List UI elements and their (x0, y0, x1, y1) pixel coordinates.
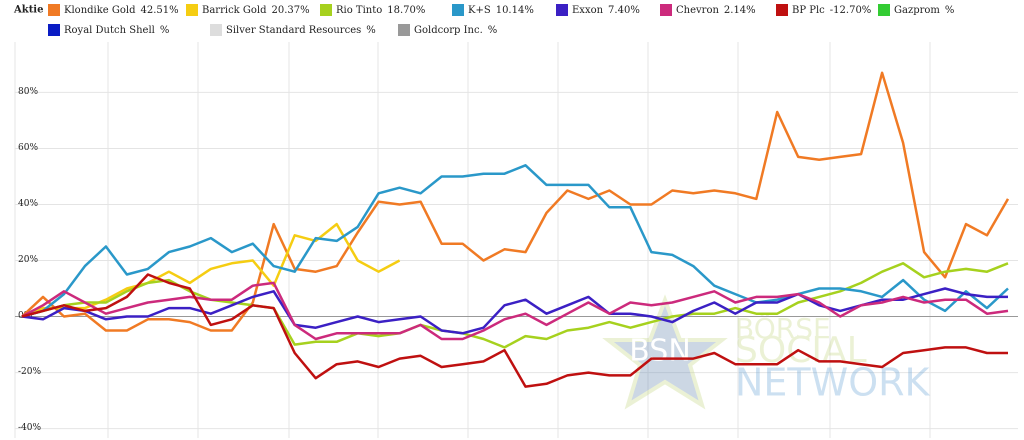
legend-item: Rio Tinto 18.70% (320, 4, 425, 16)
legend-swatch (48, 24, 60, 36)
legend-item: BP Plc -12.70% (776, 4, 871, 16)
legend-name: Chevron (676, 5, 719, 16)
legend-label: Silver Standard Resources% (226, 25, 376, 36)
legend-value: % (160, 25, 170, 36)
legend-value: 18.70% (387, 5, 425, 16)
legend-label: Goldcorp Inc.% (414, 25, 497, 36)
legend-item: Goldcorp Inc.% (398, 24, 497, 36)
watermark-logo: BSN (629, 334, 691, 369)
legend-value: % (945, 5, 955, 16)
series-line (21, 71, 1010, 332)
legend-swatch (186, 4, 198, 16)
series-line (21, 164, 1009, 318)
legend-value: % (366, 25, 376, 36)
y-tick-label: 80% (18, 87, 38, 97)
vertical-grid (14, 42, 931, 438)
legend-label: Royal Dutch Shell% (64, 25, 169, 36)
legend-label: BP Plc -12.70% (792, 5, 871, 16)
legend-name: Klondike Gold (64, 5, 136, 16)
watermark: BSN BÖRSE SOCIAL NETWORK (602, 294, 931, 410)
legend-name: Barrick Gold (202, 5, 267, 16)
legend-swatch (210, 24, 222, 36)
legend-label: K+S 10.14% (468, 5, 534, 16)
legend-label: Rio Tinto 18.70% (336, 5, 425, 16)
legend-swatch (878, 4, 890, 16)
y-tick-label: 60% (18, 143, 38, 153)
y-tick-label: -40% (18, 423, 41, 433)
series-line (21, 287, 1008, 335)
legend-swatch (660, 4, 672, 16)
legend-title: Aktie (13, 5, 43, 16)
legend-label: Gazprom% (894, 5, 954, 16)
series-line (21, 281, 1009, 341)
legend-label: Exxon 7.40% (572, 5, 640, 16)
watermark-star (602, 294, 728, 410)
legend-name: Exxon (572, 5, 604, 16)
watermark-line: BÖRSE (735, 311, 831, 345)
legend-swatch (452, 4, 464, 16)
legend-value: % (488, 25, 498, 36)
legend-label: Klondike Gold 42.51% (64, 5, 179, 16)
y-tick-label: 20% (18, 255, 38, 265)
legend-item: Klondike Gold 42.51% (48, 4, 179, 16)
legend-value: 10.14% (496, 5, 534, 16)
legend-value: 42.51% (141, 5, 179, 16)
legend-label: Chevron 2.14% (676, 5, 756, 16)
legend-name: BP Plc (792, 5, 825, 16)
series-line (21, 273, 1008, 388)
legend-item: Exxon 7.40% (556, 4, 640, 16)
legend-label: Barrick Gold 20.37% (202, 5, 310, 16)
legend-name: Silver Standard Resources (226, 25, 361, 36)
legend-value: -12.70% (830, 5, 872, 16)
legend-name: K+S (468, 5, 491, 16)
legend-value: 7.40% (608, 5, 640, 16)
legend-item: Silver Standard Resources% (210, 24, 376, 36)
legend-name: Gazprom (894, 5, 940, 16)
legend-item: Gazprom% (878, 4, 954, 16)
legend-name: Royal Dutch Shell (64, 25, 155, 36)
legend-swatch (556, 4, 568, 16)
legend-item: Royal Dutch Shell% (48, 24, 169, 36)
legend-item: Chevron 2.14% (660, 4, 756, 16)
legend-name: Rio Tinto (336, 5, 382, 16)
y-tick-label: 40% (18, 199, 38, 209)
legend-item: K+S 10.14% (452, 4, 534, 16)
watermark-line: NETWORK (735, 361, 931, 405)
legend-swatch (398, 24, 410, 36)
legend-swatch (776, 4, 788, 16)
legend-item: Barrick Gold 20.37% (186, 4, 310, 16)
y-tick-label: -20% (18, 367, 41, 377)
legend-swatch (48, 4, 60, 16)
legend-value: 2.14% (724, 5, 756, 16)
legend-name: Goldcorp Inc. (414, 25, 483, 36)
legend-swatch (320, 4, 332, 16)
series-line (21, 222, 401, 318)
legend-value: 20.37% (272, 5, 310, 16)
